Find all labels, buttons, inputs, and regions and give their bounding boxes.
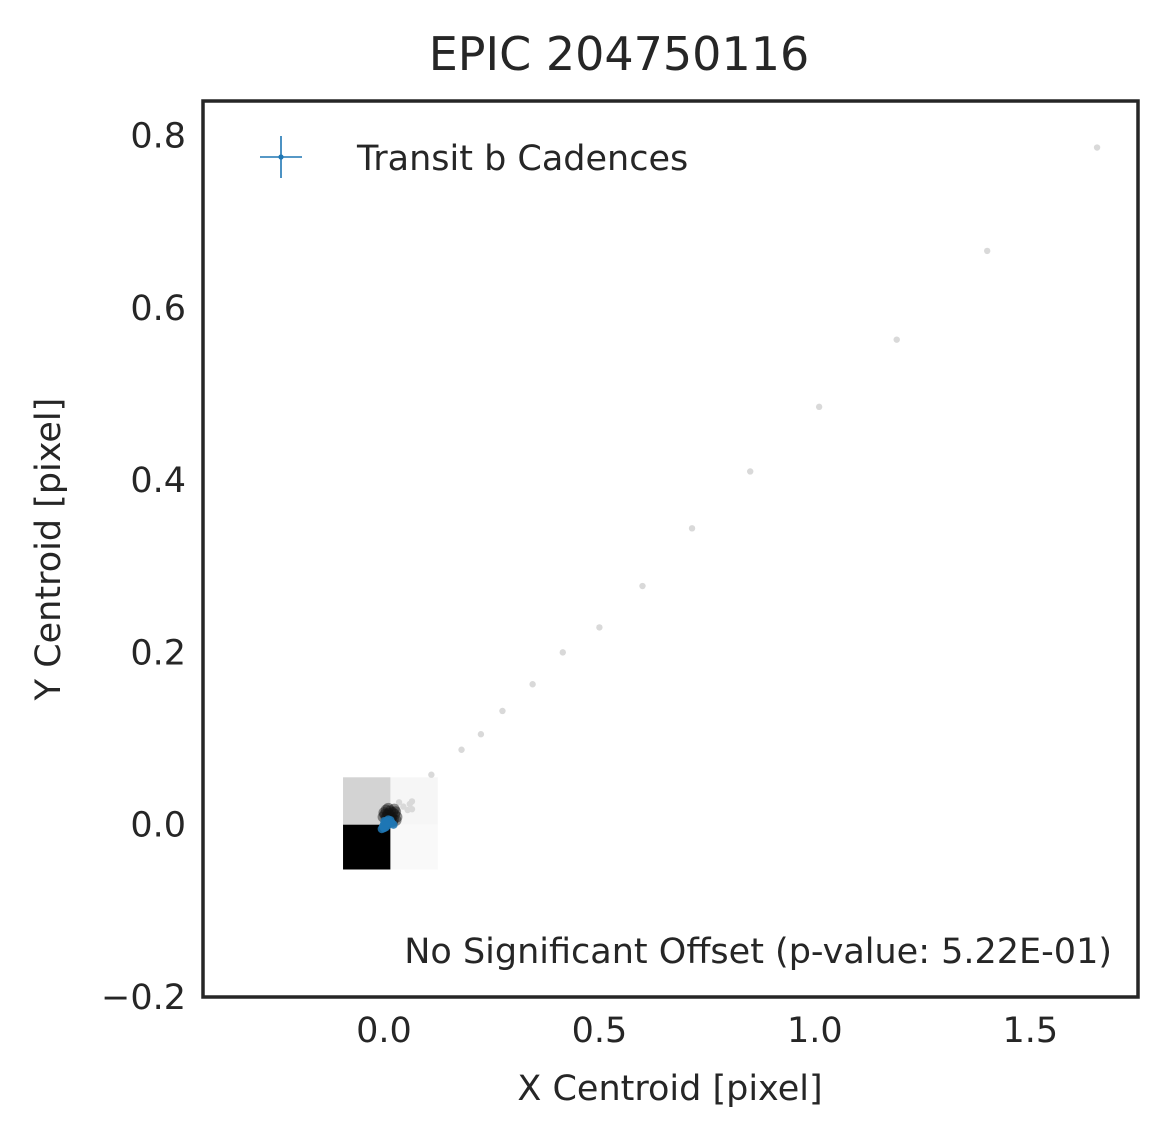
data-point-1-19 [390, 806, 402, 818]
data-point-0-13 [428, 771, 435, 778]
image-pixel-0 [343, 777, 391, 825]
data-point-0-10 [499, 707, 506, 715]
chart-title: EPIC 204750116 [429, 27, 810, 81]
y-tick-label: −0.2 [101, 978, 186, 1018]
data-point-0-9 [529, 681, 536, 688]
x-tick-label: 1.5 [1002, 1011, 1058, 1051]
x-tick-label: 1.0 [787, 1011, 843, 1051]
y-tick-labels: −0.2 0.0 0.2 0.4 0.6 0.8 [101, 116, 186, 1018]
y-tick-label: 0.8 [130, 116, 186, 156]
data-point-1-4 [387, 807, 399, 819]
legend-label: Transit b Cadences [356, 139, 688, 179]
plot-area [343, 144, 1101, 870]
data-point-1-3 [384, 805, 396, 817]
legend: Transit b Cadences [260, 136, 688, 179]
data-point-0-19 [406, 800, 414, 808]
data-point-1-2 [382, 802, 394, 814]
data-point-0-1 [983, 247, 991, 255]
data-point-0-4 [747, 468, 754, 475]
data-point-0-5 [688, 525, 696, 532]
scatter-points [377, 144, 1101, 834]
data-point-0-7 [596, 624, 603, 631]
x-axis-label: X Centroid [pixel] [517, 1069, 822, 1109]
data-point-0-12 [458, 746, 465, 753]
image-pixel-3 [390, 824, 438, 870]
y-tick-label: 0.2 [130, 633, 186, 673]
data-point-0-11 [477, 731, 485, 738]
offset-annotation: No Significant Offset (p-value: 5.22E-01… [404, 932, 1112, 972]
data-point-0-8 [559, 649, 566, 656]
data-point-2-14 [380, 817, 389, 826]
data-point-0-2 [893, 336, 900, 343]
y-axis-label: Y Centroid [pixel] [29, 398, 69, 702]
plot-frame [201, 99, 1140, 999]
x-tick-label: 0.0 [356, 1011, 412, 1051]
data-point-0-6 [639, 582, 646, 590]
y-tick-label: 0.0 [130, 806, 186, 846]
data-point-0-3 [815, 403, 823, 411]
data-point-0-17 [400, 803, 407, 810]
data-point-1-1 [380, 804, 392, 816]
y-tick-label: 0.6 [130, 289, 186, 329]
y-tick-label: 0.4 [130, 461, 186, 501]
series-0 [395, 144, 1101, 814]
data-point-0-16 [395, 799, 403, 806]
data-point-1-14 [388, 803, 400, 815]
data-point-0-0 [1093, 144, 1101, 151]
data-point-0-18 [404, 806, 411, 814]
data-point-2-12 [389, 820, 398, 829]
x-tick-label: 0.5 [572, 1011, 628, 1051]
x-tick-labels: 0.0 0.5 1.0 1.5 [356, 1011, 1058, 1051]
legend-marker-icon [260, 136, 302, 178]
data-point-1-0 [378, 807, 390, 819]
series-2 [377, 815, 398, 834]
